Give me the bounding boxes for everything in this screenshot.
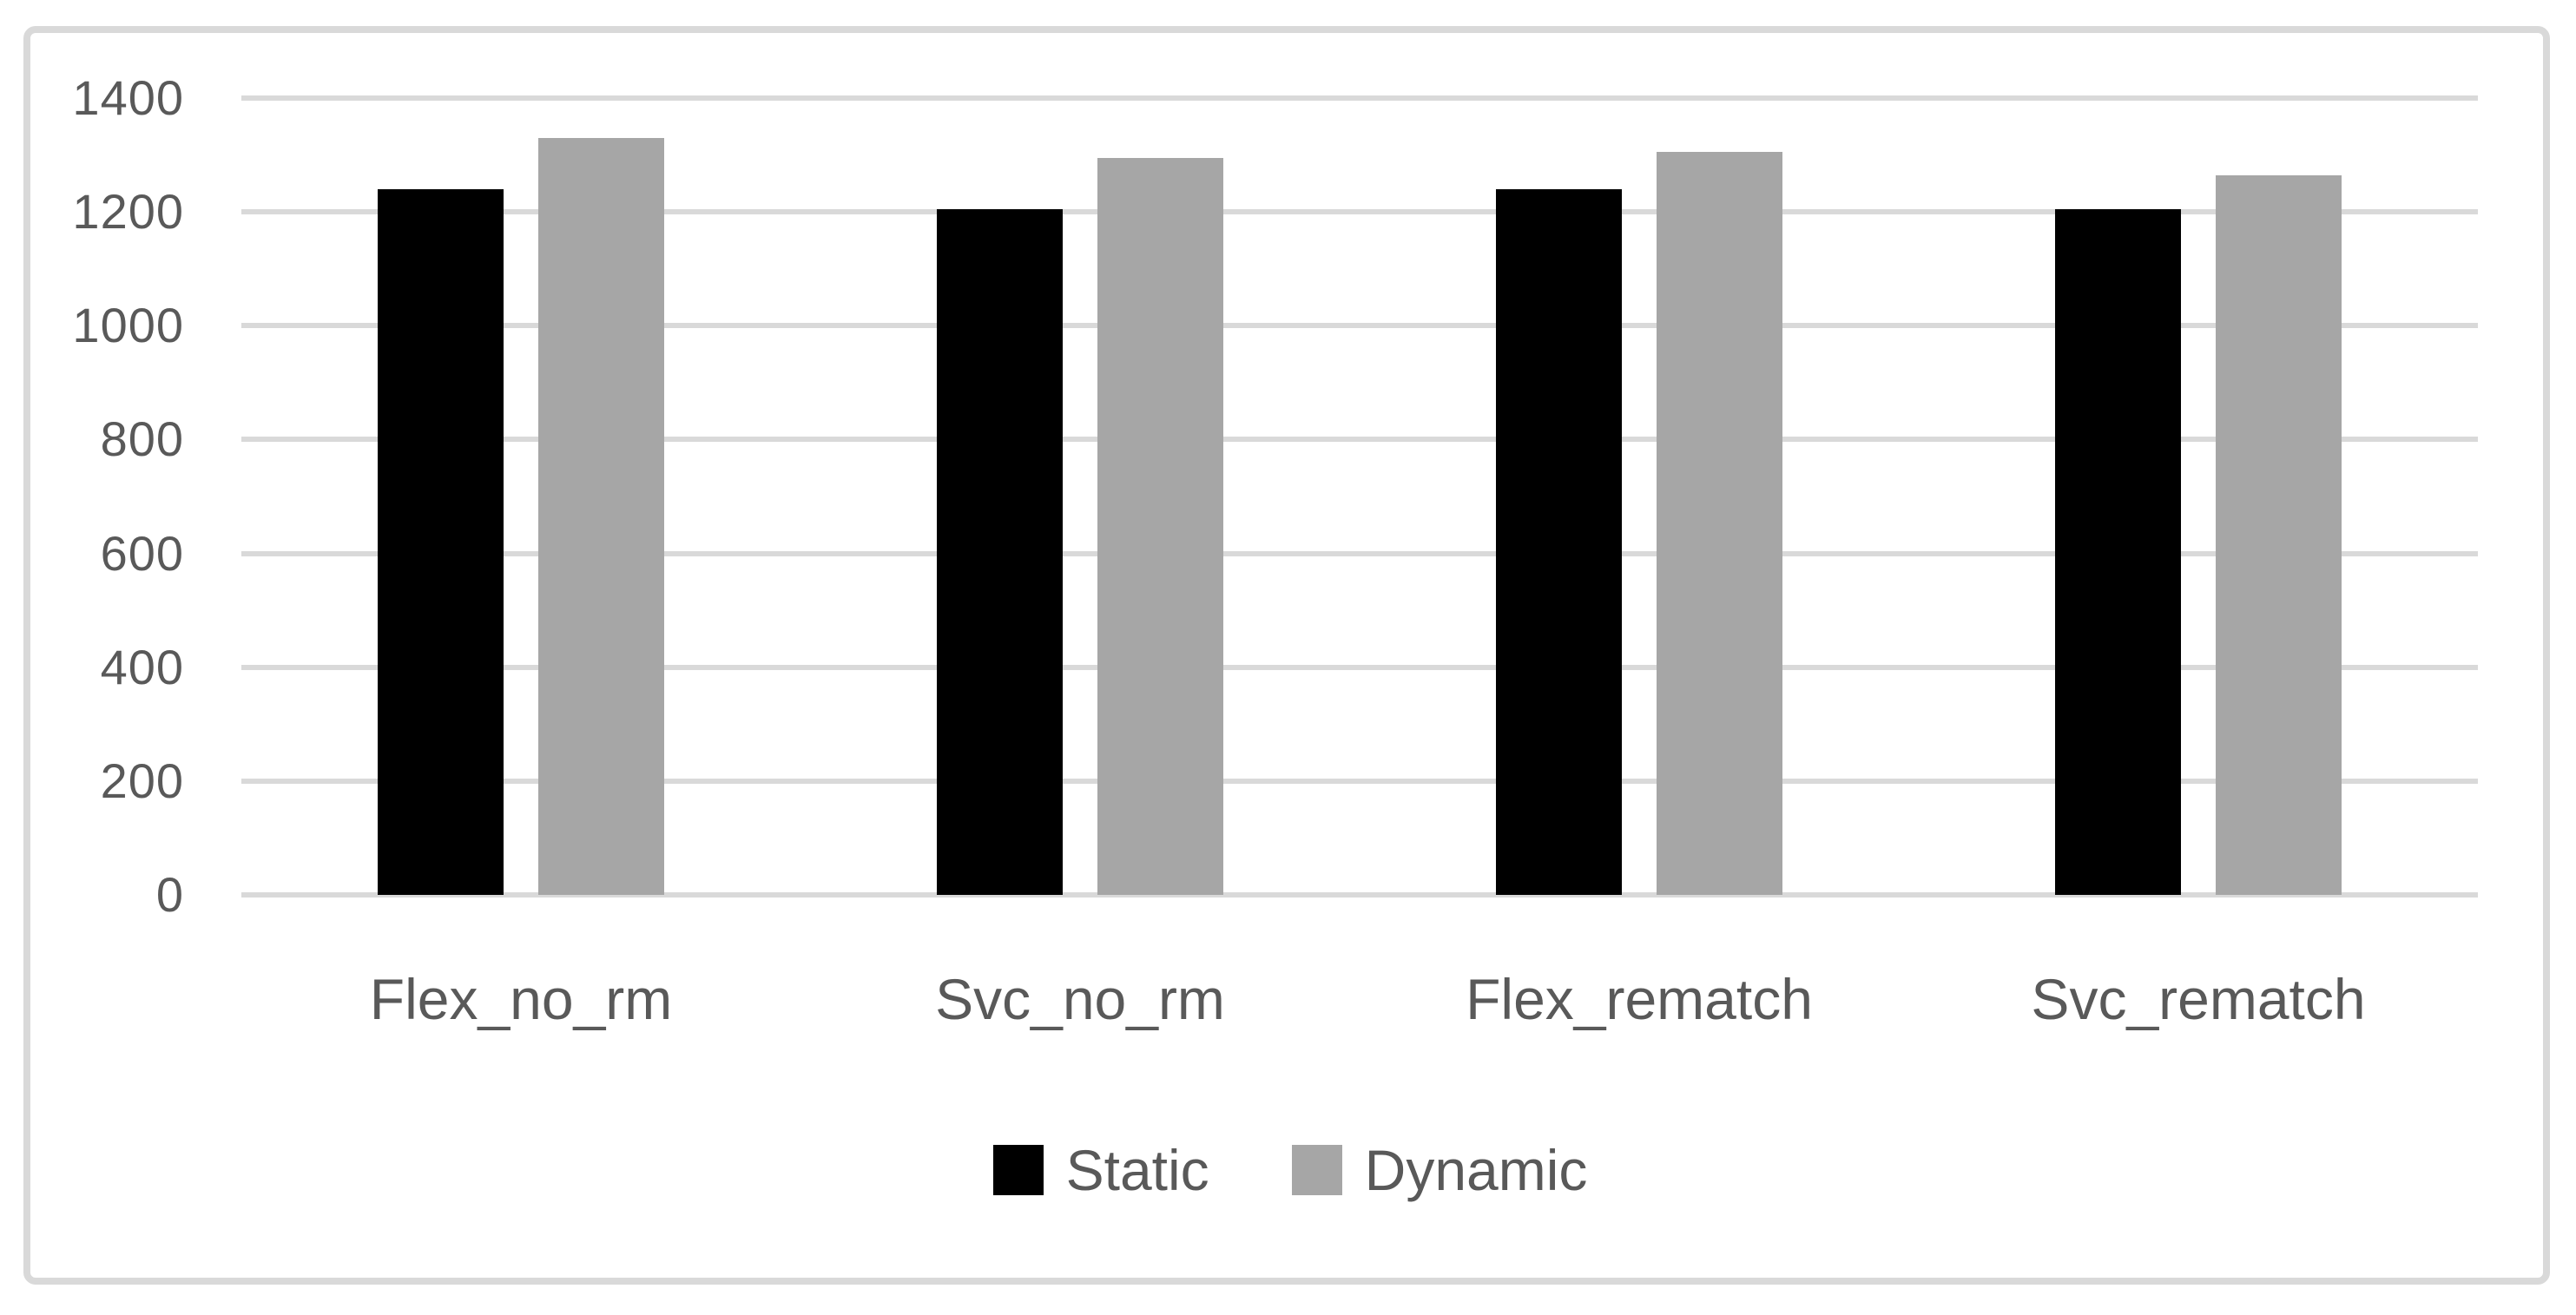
legend-item-dynamic: Dynamic	[1291, 1137, 1588, 1203]
y-tick-label-800: 800	[100, 411, 184, 467]
gridline-y-1200	[241, 209, 2478, 215]
bar-dynamic-flex_rematch	[1657, 152, 1782, 895]
gridline-y-1400	[241, 95, 2478, 101]
legend: Static Dynamic	[30, 1137, 2550, 1203]
bar-dynamic-svc_rematch	[2216, 174, 2342, 895]
bar-static-svc_rematch	[2055, 208, 2181, 895]
y-tick-label-200: 200	[100, 753, 184, 808]
x-tick-label-svc_rematch: Svc_rematch	[2031, 967, 2366, 1031]
y-tick-label-1000: 1000	[72, 298, 184, 353]
gridline-y-0	[241, 892, 2478, 897]
bar-static-svc_no_rm	[937, 208, 1063, 895]
legend-item-static: Static	[992, 1137, 1209, 1203]
gridline-y-800	[241, 437, 2478, 443]
gridline-y-1000	[241, 323, 2478, 329]
gridline-y-600	[241, 550, 2478, 556]
bar-dynamic-flex_no_rm	[538, 137, 664, 895]
legend-label-dynamic: Dynamic	[1364, 1138, 1588, 1202]
y-tick-label-0: 0	[155, 867, 184, 922]
y-tick-label-400: 400	[100, 639, 184, 694]
bar-static-flex_rematch	[1496, 188, 1622, 895]
y-tick-label-1400: 1400	[72, 70, 184, 125]
x-tick-label-flex_rematch: Flex_rematch	[1466, 967, 1813, 1031]
x-tick-label-flex_no_rm: Flex_no_rm	[369, 967, 673, 1031]
legend-label-static: Static	[1065, 1138, 1209, 1202]
x-tick-label-svc_no_rm: Svc_no_rm	[935, 967, 1225, 1031]
plot-area	[241, 95, 2478, 897]
y-tick-label-1200: 1200	[72, 184, 184, 240]
gridline-y-400	[241, 664, 2478, 670]
legend-marker-dynamic	[1291, 1145, 1342, 1195]
gridline-y-200	[241, 778, 2478, 784]
y-tick-label-600: 600	[100, 525, 184, 581]
bar-dynamic-svc_no_rm	[1097, 157, 1223, 895]
legend-marker-static	[992, 1145, 1044, 1195]
bar-static-flex_no_rm	[378, 188, 504, 895]
